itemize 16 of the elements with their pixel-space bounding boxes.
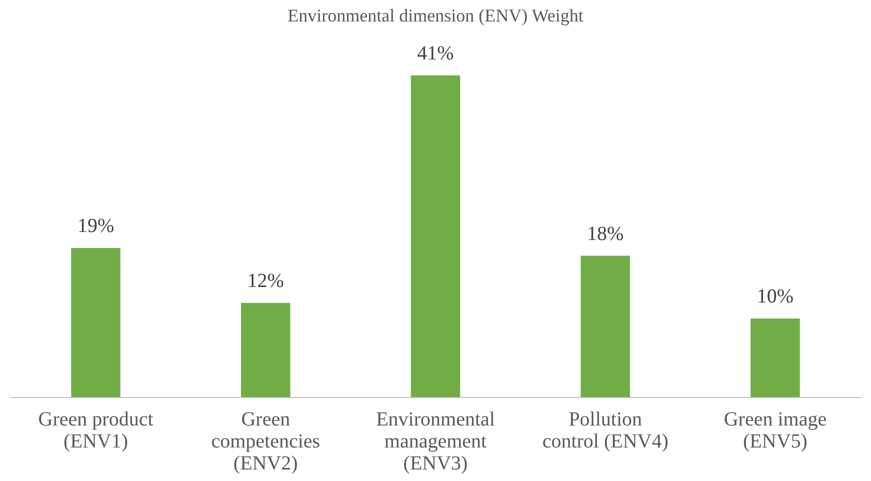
data-label: 18% [587, 222, 624, 245]
bar [410, 75, 460, 397]
data-label: 41% [417, 42, 454, 64]
data-label: 12% [247, 270, 284, 292]
x-tick-label: Environmental management (ENV3) [376, 408, 496, 474]
bar [241, 302, 290, 397]
x-tick-label: Pollution control (ENV4) [542, 408, 668, 452]
bar [71, 248, 120, 397]
bar [750, 318, 800, 397]
data-label: 19% [77, 214, 114, 237]
bar [580, 256, 630, 397]
chart-title: Environmental dimension (ENV) Weight [288, 5, 584, 26]
x-tick-label: Green competencies (ENV2) [211, 408, 320, 474]
x-tick-label: Green product (ENV1) [38, 408, 154, 452]
x-tick-label: Green image (ENV5) [724, 408, 827, 452]
data-label: 10% [756, 286, 794, 308]
